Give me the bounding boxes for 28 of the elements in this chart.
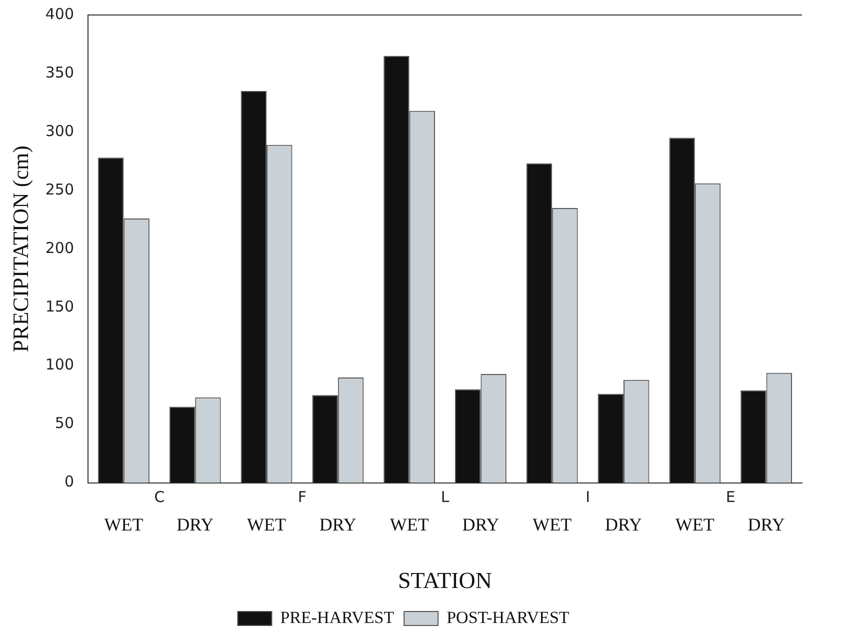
x-tick-label: WET [675, 514, 714, 534]
y-axis-title: PRECIPITATION (cm) [8, 146, 33, 352]
x-tick-label: WET [532, 514, 572, 534]
x-tick-label: WET [247, 514, 286, 534]
y-tick-label: 100 [45, 356, 74, 374]
x-tick-label: DRY [176, 514, 214, 534]
x-axis-title: STATION [398, 568, 492, 594]
x-tick-label: DRY [319, 514, 356, 534]
text: I [586, 488, 590, 506]
x-tick-label: DRY [462, 514, 500, 534]
x-tick-label: WET [390, 514, 429, 534]
y-tick-label: 250 [45, 180, 74, 198]
text: C [154, 488, 165, 506]
legend-label: PRE-HARVEST [280, 608, 395, 627]
x-tick-label: DRY [748, 514, 785, 534]
x-tick-label: DRY [605, 514, 642, 534]
y-tick-label: 300 [45, 122, 74, 140]
legend-label: POST-HARVEST [446, 608, 570, 627]
y-tick-label: 0 [64, 472, 74, 491]
y-tick-label: 150 [45, 297, 74, 316]
text: E [726, 488, 736, 506]
text: F [298, 488, 307, 506]
y-tick-label: 350 [45, 63, 74, 82]
y-tick-label: 200 [45, 238, 74, 257]
y-tick-label: 50 [54, 414, 74, 432]
y-tick-label: 400 [45, 4, 74, 23]
x-tick-label: WET [104, 514, 144, 534]
text: L [440, 488, 450, 506]
